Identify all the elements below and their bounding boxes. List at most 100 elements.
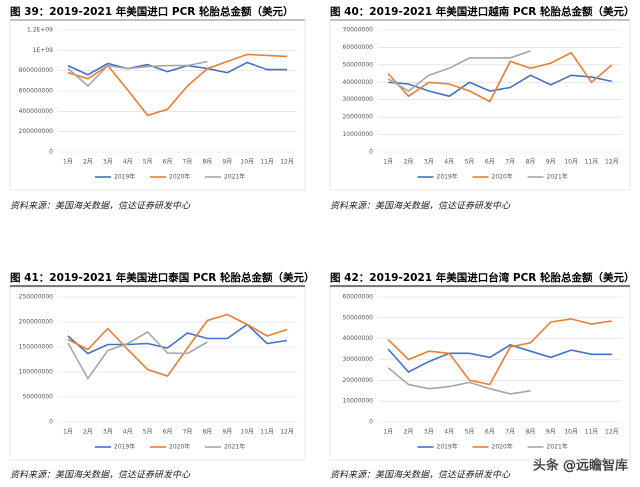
x-tick-label: 7月	[183, 159, 193, 166]
y-tick-label: 40000000	[342, 335, 373, 342]
x-tick-label: 8月	[202, 429, 212, 436]
y-tick-label: 60000000	[342, 294, 373, 301]
legend-label: 2020年	[169, 173, 190, 181]
series-line	[67, 61, 287, 76]
chart-frame	[329, 19, 631, 191]
watermark: 头条 @远瞻智库	[533, 458, 628, 474]
chart-title: 图 39：2019-2021 年美国进口 PCR 轮胎总金额（美元）	[10, 5, 294, 18]
y-tick-label: 1.2E+09	[27, 27, 53, 34]
y-tick-label: 30000000	[342, 96, 373, 103]
source-note: 资料来源：美国海关数据，信达证券研发中心	[10, 201, 191, 212]
source-note: 资料来源：美国海关数据，信达证券研发中心	[330, 201, 511, 212]
legend-label: 2019年	[437, 173, 458, 181]
x-tick-label: 2月	[83, 159, 93, 166]
series-line	[387, 51, 613, 103]
x-tick-label: 2月	[83, 429, 93, 436]
x-tick-label: 4月	[444, 429, 454, 436]
x-tick-label: 1月	[383, 159, 393, 166]
chart-title: 图 41：2019-2021 年美国进口泰国 PCR 轮胎总金额（美元）	[10, 271, 315, 284]
x-tick-label: 12月	[605, 429, 619, 436]
y-tick-label: 600000000	[19, 88, 54, 95]
x-tick-label: 7月	[505, 429, 515, 436]
series-line	[67, 53, 288, 117]
legend-label: 2021年	[547, 173, 568, 181]
x-tick-label: 9月	[222, 429, 232, 436]
x-tick-label: 5月	[143, 159, 153, 166]
x-tick-label: 1月	[63, 429, 73, 436]
x-tick-label: 1月	[63, 159, 73, 166]
x-tick-label: 4月	[123, 159, 133, 166]
y-tick-label: 200000000	[19, 128, 54, 135]
x-tick-label: 6月	[485, 159, 495, 166]
chart-title: 图 42：2019-2021 年美国进口台湾 PCR 轮胎总金额（美元）	[330, 271, 635, 284]
y-tick-label: 40000000	[342, 79, 373, 86]
x-tick-label: 11月	[585, 159, 599, 166]
x-tick-label: 12月	[280, 159, 294, 166]
x-tick-label: 11月	[260, 429, 274, 436]
x-tick-label: 7月	[505, 159, 515, 166]
x-tick-label: 8月	[526, 429, 536, 436]
legend-label: 2019年	[114, 173, 135, 181]
y-tick-label: 60000000	[342, 44, 373, 51]
x-tick-label: 4月	[444, 159, 454, 166]
x-tick-label: 11月	[585, 429, 599, 436]
series-line	[387, 50, 531, 92]
y-tick-label: 1E+09	[33, 47, 53, 54]
y-tick-label: 50000000	[22, 394, 53, 401]
series-line	[387, 318, 612, 386]
x-tick-label: 5月	[143, 429, 153, 436]
x-tick-label: 10月	[240, 429, 254, 436]
legend-label: 2019年	[437, 443, 458, 451]
x-tick-label: 3月	[424, 159, 434, 166]
legend-label: 2020年	[492, 173, 513, 181]
legend-label: 2021年	[224, 443, 245, 451]
y-tick-label: 800000000	[19, 67, 54, 74]
series-line	[67, 60, 208, 87]
x-tick-label: 6月	[485, 429, 495, 436]
legend-label: 2020年	[492, 443, 513, 451]
x-tick-label: 3月	[103, 159, 113, 166]
x-tick-label: 10月	[564, 159, 578, 166]
series-line	[388, 74, 612, 98]
x-tick-label: 11月	[260, 159, 274, 166]
y-tick-label: 10000000	[342, 398, 373, 405]
x-tick-label: 9月	[546, 429, 556, 436]
series-line	[67, 313, 288, 377]
x-tick-label: 9月	[546, 159, 556, 166]
x-tick-label: 9月	[222, 159, 232, 166]
y-tick-label: 70000000	[342, 27, 373, 34]
y-tick-label: 150000000	[19, 344, 54, 351]
x-tick-label: 12月	[605, 159, 619, 166]
x-tick-label: 2月	[404, 429, 414, 436]
source-note: 资料来源：美国海关数据，信达证券研发中心	[10, 470, 191, 481]
chart-frame	[9, 286, 306, 461]
x-tick-label: 2月	[404, 159, 414, 166]
y-tick-label: 0	[49, 149, 53, 156]
x-tick-label: 5月	[465, 159, 475, 166]
series-line	[67, 330, 208, 380]
y-tick-label: 250000000	[19, 294, 54, 301]
chart-frame	[329, 286, 631, 461]
series-line	[387, 344, 612, 373]
y-tick-label: 50000000	[342, 314, 373, 321]
y-tick-label: 20000000	[342, 377, 373, 384]
legend-label: 2019年	[114, 443, 135, 451]
x-tick-label: 4月	[123, 429, 133, 436]
x-tick-label: 10月	[564, 429, 578, 436]
y-tick-label: 0	[369, 419, 373, 426]
x-tick-label: 5月	[465, 429, 475, 436]
legend-label: 2020年	[169, 443, 190, 451]
legend-label: 2021年	[547, 443, 568, 451]
y-tick-label: 20000000	[342, 114, 373, 121]
x-tick-label: 12月	[280, 429, 294, 436]
y-tick-label: 10000000	[342, 131, 373, 138]
x-tick-label: 6月	[163, 429, 173, 436]
series-line	[387, 367, 531, 395]
y-tick-label: 0	[369, 149, 373, 156]
x-tick-label: 10月	[240, 159, 254, 166]
x-tick-label: 6月	[163, 159, 173, 166]
y-tick-label: 200000000	[19, 319, 54, 326]
chart-title: 图 40：2019-2021 年美国进口越南 PCR 轮胎总金额（美元）	[330, 5, 635, 18]
x-tick-label: 8月	[202, 159, 212, 166]
